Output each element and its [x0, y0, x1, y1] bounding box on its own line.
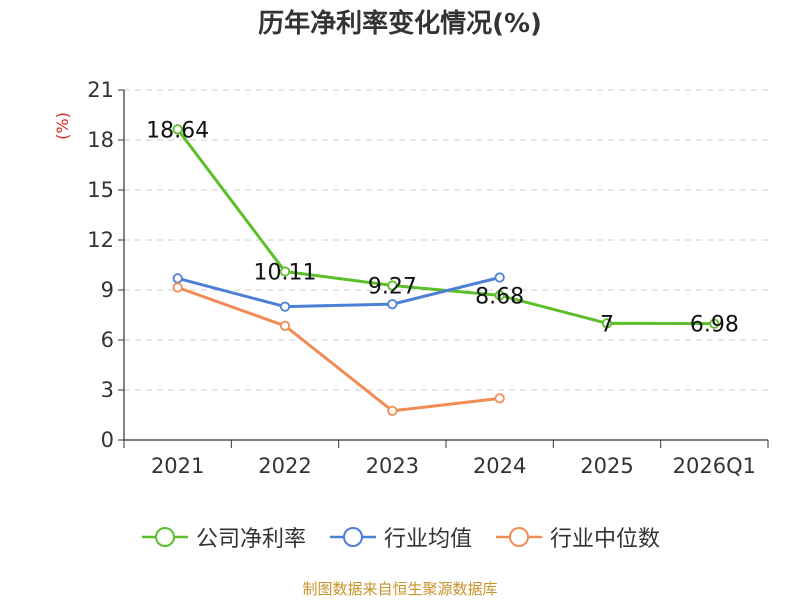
y-tick-label: 21: [87, 78, 114, 102]
legend-marker: [329, 527, 376, 547]
y-tick-label: 15: [87, 178, 114, 202]
data-point[interactable]: [387, 405, 398, 416]
y-axis-unit-label: (%): [53, 112, 72, 140]
data-label: 8.68: [475, 284, 524, 309]
data-label: 10.11: [254, 261, 317, 286]
x-tick-label: 2022: [258, 454, 311, 478]
legend-label: 行业均值: [383, 527, 472, 552]
legend-item-1[interactable]: 公司净利率: [140, 521, 306, 553]
data-point[interactable]: [279, 320, 291, 331]
data-point[interactable]: [387, 280, 398, 291]
data-point[interactable]: [279, 301, 291, 312]
y-tick-label: 18: [87, 128, 114, 152]
y-tick-label: 0: [101, 428, 114, 452]
series-line-1: [176, 128, 715, 326]
series-line-3: [177, 286, 500, 413]
legend-item-3[interactable]: 行业中位数: [494, 521, 660, 553]
legend-marker: [141, 527, 188, 547]
data-point[interactable]: [172, 273, 183, 284]
series-line-2: [177, 276, 501, 309]
legend: 公司净利率 行业均值 行业中位数: [0, 520, 800, 554]
data-label: 18.64: [146, 118, 209, 143]
data-point[interactable]: [494, 393, 505, 404]
data-point[interactable]: [709, 318, 720, 329]
chart-title: 历年净利率变化情况(%): [258, 9, 542, 39]
source-note: 制图数据来自恒生聚源数据库: [302, 580, 498, 598]
legend-item-2[interactable]: 行业均值: [328, 521, 472, 553]
y-tick-label: 12: [87, 228, 114, 252]
data-point[interactable]: [387, 299, 398, 310]
y-tick-label: 9: [101, 278, 114, 302]
data-point[interactable]: [172, 124, 183, 135]
x-tick-label: 2026Q1: [673, 454, 756, 478]
x-tick-label: 2025: [580, 454, 633, 478]
y-tick-label: 6: [101, 328, 114, 352]
data-point[interactable]: [494, 290, 505, 301]
x-tick-label: 2023: [366, 454, 419, 478]
x-tick-label: 2024: [473, 454, 526, 478]
x-tick-label: 2021: [151, 454, 204, 478]
data-point[interactable]: [279, 266, 291, 277]
data-point[interactable]: [172, 282, 183, 293]
y-tick-label: 3: [101, 378, 114, 402]
legend-label: 公司净利率: [195, 527, 306, 552]
data-point[interactable]: [494, 272, 505, 283]
data-label: 6.98: [690, 313, 739, 338]
data-label: 9.27: [368, 275, 417, 300]
data-label: 7: [600, 312, 614, 337]
legend-marker: [496, 527, 542, 547]
data-point[interactable]: [601, 318, 613, 329]
legend-label: 行业中位数: [550, 527, 661, 552]
